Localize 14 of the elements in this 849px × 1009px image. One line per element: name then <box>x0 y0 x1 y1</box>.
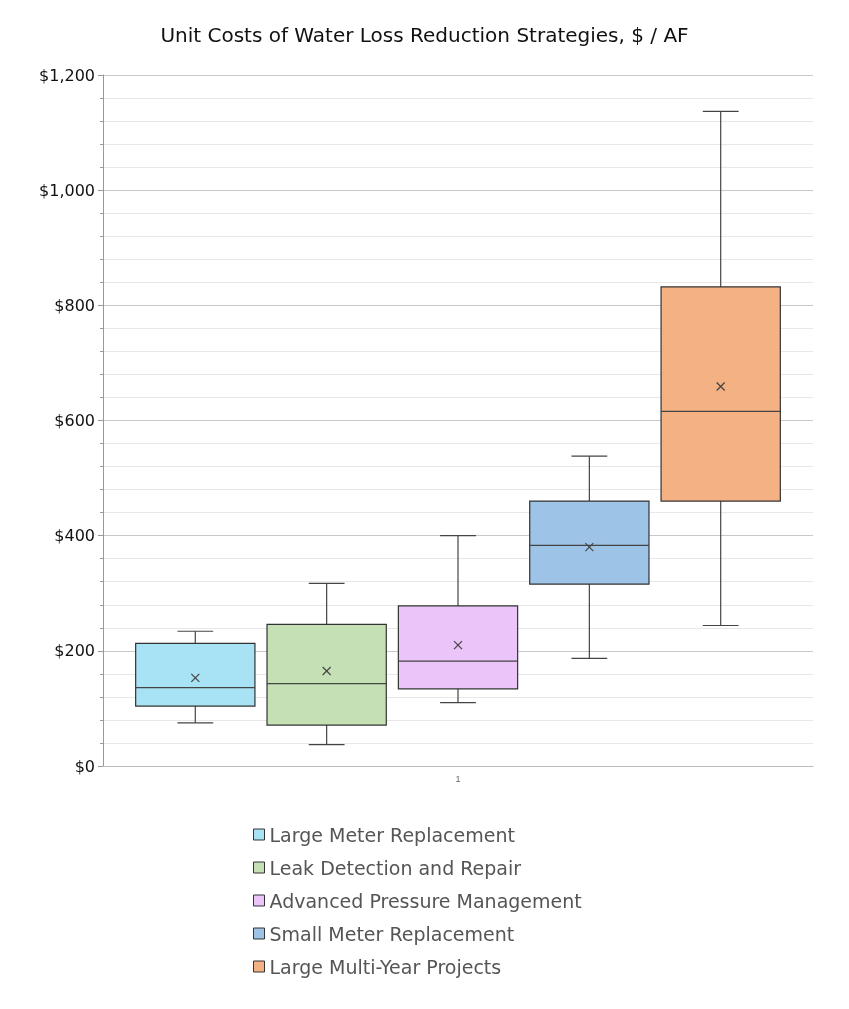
y-tick-label: $1,000 <box>39 180 95 200</box>
x-tick-label: 1 <box>455 773 461 784</box>
y-tick-label: $800 <box>54 295 95 315</box>
y-tick-label: $1,200 <box>39 65 95 85</box>
chart-title: Unit Costs of Water Loss Reduction Strategies, $ / AF <box>160 23 689 47</box>
legend-label: Large Multi-Year Projects <box>269 955 502 978</box>
legend-label: Leak Detection and Repair <box>269 856 522 879</box>
legend-label: Large Meter Replacement <box>269 823 515 846</box>
y-tick-label: $600 <box>54 411 95 430</box>
legend-label: Advanced Pressure Management <box>269 889 582 912</box>
y-tick-label: $200 <box>54 641 95 661</box>
legend-label: Small Meter Replacement <box>269 922 515 945</box>
y-tick-label: $0 <box>74 756 95 776</box>
y-tick-label: $400 <box>54 526 95 546</box>
